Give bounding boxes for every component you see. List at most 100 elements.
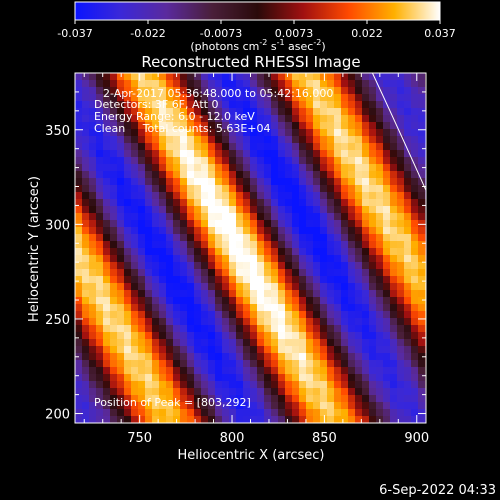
- heatmap-cell: [215, 101, 223, 109]
- heatmap-cell: [278, 206, 286, 214]
- heatmap-cell: [383, 199, 391, 207]
- heatmap-cell: [411, 101, 419, 109]
- heatmap-cell: [369, 234, 377, 242]
- heatmap-cell: [187, 220, 195, 228]
- heatmap-cell: [110, 122, 118, 130]
- heatmap-cell: [187, 409, 195, 417]
- heatmap-cell: [236, 87, 244, 95]
- heatmap-cell: [117, 409, 125, 417]
- heatmap-cell: [327, 213, 335, 221]
- heatmap-cell: [376, 346, 384, 354]
- heatmap-cell: [236, 353, 244, 361]
- heatmap-cell: [96, 241, 104, 249]
- heatmap-cell: [82, 143, 90, 151]
- heatmap-cell: [327, 87, 335, 95]
- heatmap-cell: [320, 227, 328, 235]
- heatmap-cell: [320, 185, 328, 193]
- heatmap-cell: [404, 388, 412, 396]
- heatmap-cell: [194, 346, 202, 354]
- heatmap-cell: [355, 115, 363, 123]
- heatmap-cell: [159, 129, 167, 137]
- heatmap-cell: [103, 164, 111, 172]
- heatmap-cell: [124, 276, 132, 284]
- heatmap-cell: [418, 143, 426, 151]
- heatmap-cell: [271, 122, 279, 130]
- heatmap-cell: [187, 192, 195, 200]
- heatmap-cell: [152, 115, 160, 123]
- heatmap-cell: [285, 269, 293, 277]
- heatmap-cell: [208, 318, 216, 326]
- heatmap-cell: [327, 241, 335, 249]
- heatmap-cell: [271, 73, 279, 81]
- heatmap-cell: [306, 101, 314, 109]
- heatmap-cell: [285, 339, 293, 347]
- heatmap-cell: [404, 234, 412, 242]
- heatmap-cell: [411, 171, 419, 179]
- heatmap-cell: [341, 248, 349, 256]
- heatmap-cell: [194, 115, 202, 123]
- heatmap-cell: [152, 122, 160, 130]
- heatmap-cell: [152, 80, 160, 88]
- heatmap-cell: [327, 262, 335, 270]
- heatmap-cell: [271, 381, 279, 389]
- heatmap-cell: [110, 269, 118, 277]
- heatmap-cell: [166, 192, 174, 200]
- heatmap-cell: [208, 73, 216, 81]
- heatmap-cell: [278, 409, 286, 417]
- heatmap-cell: [376, 101, 384, 109]
- heatmap-cell: [355, 297, 363, 305]
- heatmap-cell: [299, 115, 307, 123]
- heatmap-cell: [159, 115, 167, 123]
- heatmap-cell: [236, 311, 244, 319]
- heatmap-cell: [320, 290, 328, 298]
- heatmap-cell: [257, 381, 265, 389]
- annotation-peak-position: Position of Peak = [803,292]: [94, 396, 251, 409]
- heatmap-cell: [103, 80, 111, 88]
- heatmap-cell: [348, 150, 356, 158]
- heatmap-cell: [194, 122, 202, 130]
- heatmap-cell: [376, 395, 384, 403]
- heatmap-cell: [418, 311, 426, 319]
- heatmap-cell: [334, 297, 342, 305]
- heatmap-cell: [110, 311, 118, 319]
- heatmap-cell: [320, 297, 328, 305]
- heatmap-cell: [187, 234, 195, 242]
- heatmap-cell: [292, 199, 300, 207]
- heatmap-cell: [306, 234, 314, 242]
- heatmap-cell: [117, 150, 125, 158]
- heatmap-cell: [264, 227, 272, 235]
- heatmap-cell: [208, 108, 216, 116]
- heatmap-cell: [103, 157, 111, 165]
- heatmap-cell: [138, 157, 146, 165]
- heatmap-cell: [229, 206, 237, 214]
- heatmap-cell: [376, 290, 384, 298]
- heatmap-cell: [75, 381, 83, 389]
- heatmap-cell: [117, 80, 125, 88]
- heatmap-cell: [152, 353, 160, 361]
- heatmap-cell: [271, 227, 279, 235]
- heatmap-cell: [166, 206, 174, 214]
- heatmap-cell: [243, 136, 251, 144]
- heatmap-cell: [138, 73, 146, 81]
- heatmap-cell: [285, 325, 293, 333]
- heatmap-cell: [397, 136, 405, 144]
- heatmap-cell: [292, 416, 300, 423]
- heatmap-cell: [82, 136, 90, 144]
- heatmap-cell: [334, 262, 342, 270]
- heatmap-cell: [89, 318, 97, 326]
- heatmap-cell: [299, 178, 307, 186]
- heatmap-cell: [292, 332, 300, 340]
- heatmap-cell: [306, 353, 314, 361]
- heatmap-cell: [117, 192, 125, 200]
- heatmap-cell: [215, 353, 223, 361]
- heatmap-cell: [75, 360, 83, 368]
- heatmap-cell: [334, 213, 342, 221]
- heatmap-cell: [131, 171, 139, 179]
- heatmap-cell: [334, 136, 342, 144]
- heatmap-cell: [257, 304, 265, 312]
- heatmap-cell: [306, 164, 314, 172]
- heatmap-cell: [82, 353, 90, 361]
- heatmap-cell: [390, 395, 398, 403]
- heatmap-cell: [180, 220, 188, 228]
- heatmap-cell: [341, 199, 349, 207]
